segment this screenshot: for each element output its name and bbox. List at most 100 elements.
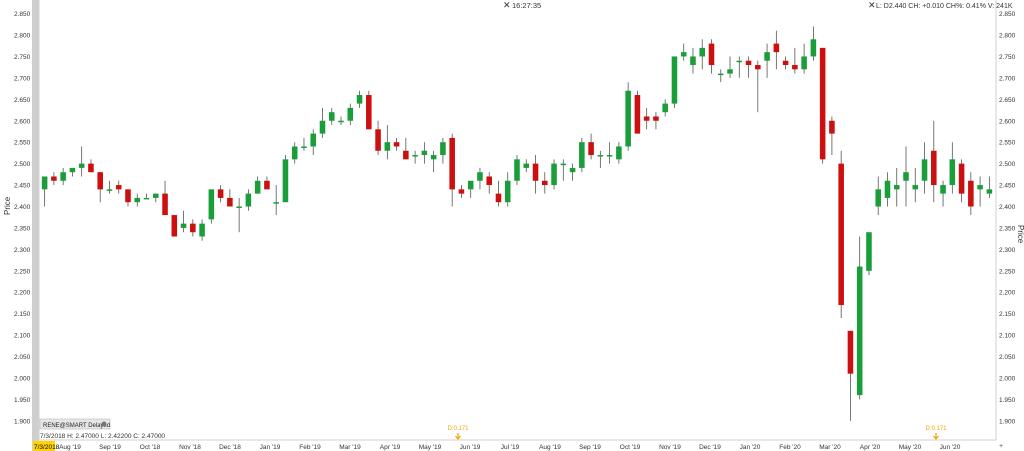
candle <box>162 180 168 216</box>
y-tick-label-right: 2.450 <box>999 183 1016 190</box>
candle-body-down <box>264 180 270 190</box>
dividend-marker-2[interactable]: D:0.171 <box>925 426 947 440</box>
candle <box>245 189 252 211</box>
candle-body-up <box>801 56 807 70</box>
y-tick-label-right: 2.550 <box>999 140 1016 147</box>
candle-body-up <box>560 163 567 166</box>
candle <box>745 56 752 78</box>
candle-body-up <box>134 197 141 203</box>
candle <box>560 159 567 181</box>
candle-body-up <box>764 52 770 61</box>
y-tick-label-left: 2.200 <box>14 290 31 297</box>
candle-body-up <box>597 155 604 157</box>
candle-body-up <box>986 189 993 194</box>
add-icon[interactable]: + <box>999 443 1003 450</box>
candle-body-up <box>569 167 576 173</box>
ohlc-readout: 7/3/2018 H: 2.47000 L: 2.42200 C: 2.4700… <box>40 433 165 440</box>
candle-body-down <box>542 180 548 186</box>
candle <box>653 112 659 130</box>
candle <box>931 120 937 203</box>
candle-body-up <box>440 142 446 156</box>
symbol-badge-label: RENE@SMART Delayed <box>43 423 110 429</box>
x-tick-label: Jun '19 <box>460 444 481 451</box>
candle-body-down <box>115 185 122 190</box>
x-tick-label: Feb '19 <box>299 444 321 451</box>
candle <box>115 180 122 194</box>
candle <box>449 133 455 207</box>
y-tick-label-left: 2.450 <box>14 183 31 190</box>
dividend-label: D:0.171 <box>447 426 469 432</box>
candle-body-down <box>792 65 798 70</box>
candle <box>217 185 224 203</box>
candle <box>301 137 307 151</box>
symbol-badge[interactable]: RENE@SMART Delayed <box>39 418 111 430</box>
candle-body-up <box>856 266 863 396</box>
candle <box>856 236 863 400</box>
candle-body-down <box>227 197 233 207</box>
candle-body-up <box>384 142 391 151</box>
candle <box>88 159 94 173</box>
candle-body-down <box>653 116 659 121</box>
y-tick-label-right: 1.950 <box>999 397 1016 404</box>
candle <box>440 137 446 164</box>
candle-body-up <box>338 120 344 123</box>
candle <box>968 172 974 216</box>
candle-body-down <box>745 60 752 66</box>
candle <box>78 146 85 177</box>
y-tick-label-right: 2.500 <box>999 161 1016 168</box>
candle <box>180 210 187 233</box>
candles <box>41 26 993 421</box>
candle-body-down <box>162 193 168 216</box>
candle <box>477 167 483 190</box>
candle-body-up <box>680 52 687 57</box>
candle-body-up <box>291 146 298 160</box>
x-tick-label: Oct '18 <box>140 444 161 451</box>
candle <box>338 116 344 126</box>
candle <box>199 219 205 241</box>
candle-body-down <box>931 150 937 186</box>
x-tick-label: Jul '19 <box>501 444 520 451</box>
candle <box>893 167 900 207</box>
candle-body-up <box>606 155 613 157</box>
candle <box>755 60 761 113</box>
candle <box>412 150 418 164</box>
candle-body-up <box>699 47 706 57</box>
candle <box>903 146 909 207</box>
candle-body-down <box>958 163 965 194</box>
candle-body-up <box>301 146 307 148</box>
y-tick-label-right: 2.200 <box>999 290 1016 297</box>
candle-body-up <box>579 142 585 168</box>
candle <box>986 176 993 198</box>
y-tick-label-left: 2.050 <box>14 354 31 361</box>
candle-body-up <box>106 189 113 191</box>
candle <box>69 167 76 177</box>
x-tick-label: Jun '20 <box>940 444 961 451</box>
y-tick-label-right: 2.000 <box>999 375 1016 382</box>
candle <box>708 39 715 74</box>
candle-body-down <box>588 142 594 156</box>
candle-body-down <box>755 65 761 70</box>
candle <box>847 330 854 421</box>
clock-readout: ✕ 16:27:35 <box>503 0 541 10</box>
candle-body-down <box>171 215 178 237</box>
candle-body-up <box>152 193 159 198</box>
y-tick-label-left: 2.100 <box>14 333 31 340</box>
y-tick-label-left: 2.000 <box>14 375 31 382</box>
candle <box>625 82 631 151</box>
candle-body-up <box>430 155 437 160</box>
gear-icon[interactable] <box>101 421 107 427</box>
candle <box>430 150 437 173</box>
candle <box>171 215 178 237</box>
x-tick-label: May '20 <box>899 444 922 451</box>
candle <box>134 193 141 207</box>
candle <box>393 137 400 151</box>
y-tick-label-left: 2.650 <box>14 97 31 104</box>
dividend-marker-1[interactable]: D:0.171 <box>447 426 469 440</box>
candle-body-down <box>190 223 196 233</box>
candle <box>51 172 57 186</box>
candle-body-up <box>41 176 48 190</box>
candle-body-up <box>625 90 631 147</box>
candle <box>597 150 604 168</box>
y-tick-label-left: 2.400 <box>14 204 31 211</box>
